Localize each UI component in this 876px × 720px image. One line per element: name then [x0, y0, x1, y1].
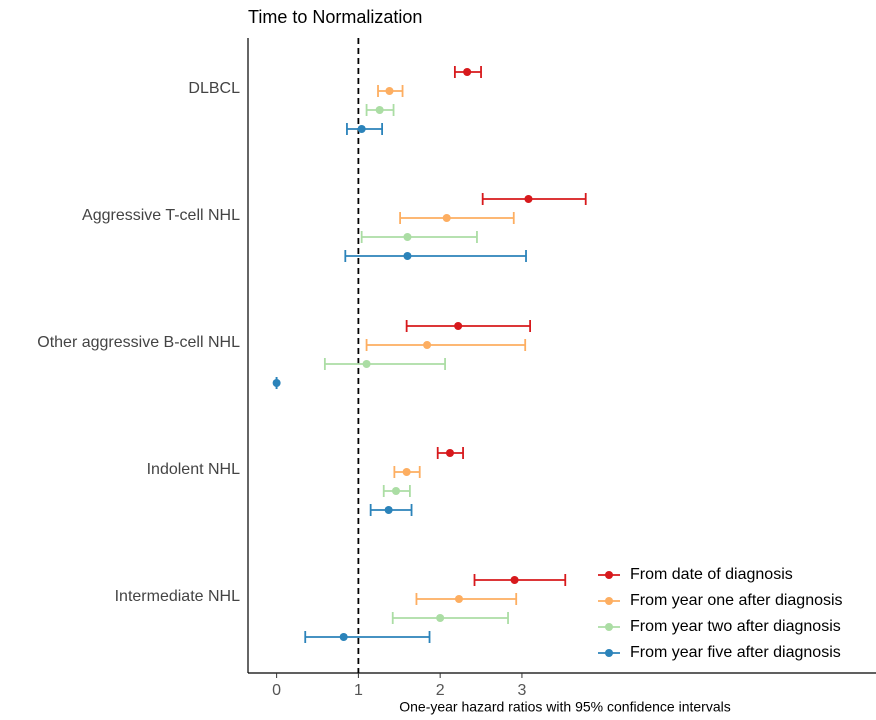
chart-title: Time to Normalization — [248, 7, 422, 27]
point — [423, 341, 432, 349]
point — [454, 322, 463, 330]
x-tick-label: 3 — [517, 682, 526, 699]
point — [392, 487, 401, 495]
point — [436, 614, 445, 622]
legend-marker — [605, 623, 613, 631]
category-label: Intermediate NHL — [115, 588, 240, 605]
point — [402, 468, 411, 476]
x-tick-label: 1 — [354, 682, 363, 699]
point — [510, 576, 519, 584]
point — [362, 360, 371, 368]
legend-label: From year two after diagnosis — [630, 618, 841, 635]
point — [375, 106, 384, 114]
category-label: Aggressive T-cell NHL — [82, 207, 240, 224]
point — [357, 125, 366, 133]
point — [454, 595, 463, 603]
x-tick-label: 2 — [436, 682, 445, 699]
x-tick-label: 0 — [272, 682, 281, 699]
point — [524, 195, 533, 203]
x-axis-label: One-year hazard ratios with 95% confiden… — [399, 699, 731, 715]
legend-label: From year five after diagnosis — [630, 644, 841, 661]
category-label: Indolent NHL — [147, 461, 240, 478]
category-label: Other aggressive B-cell NHL — [37, 334, 240, 351]
legend-marker — [605, 571, 613, 579]
point — [272, 379, 281, 387]
legend-marker — [605, 649, 613, 657]
point — [463, 68, 472, 76]
legend-label: From year one after diagnosis — [630, 592, 843, 609]
point — [385, 87, 394, 95]
point — [403, 233, 412, 241]
point — [442, 214, 451, 222]
category-label: DLBCL — [188, 80, 240, 97]
point — [403, 252, 412, 260]
legend-marker — [605, 597, 613, 605]
point — [384, 506, 393, 514]
point — [339, 633, 348, 641]
point — [445, 449, 454, 457]
legend-label: From date of diagnosis — [630, 566, 793, 583]
